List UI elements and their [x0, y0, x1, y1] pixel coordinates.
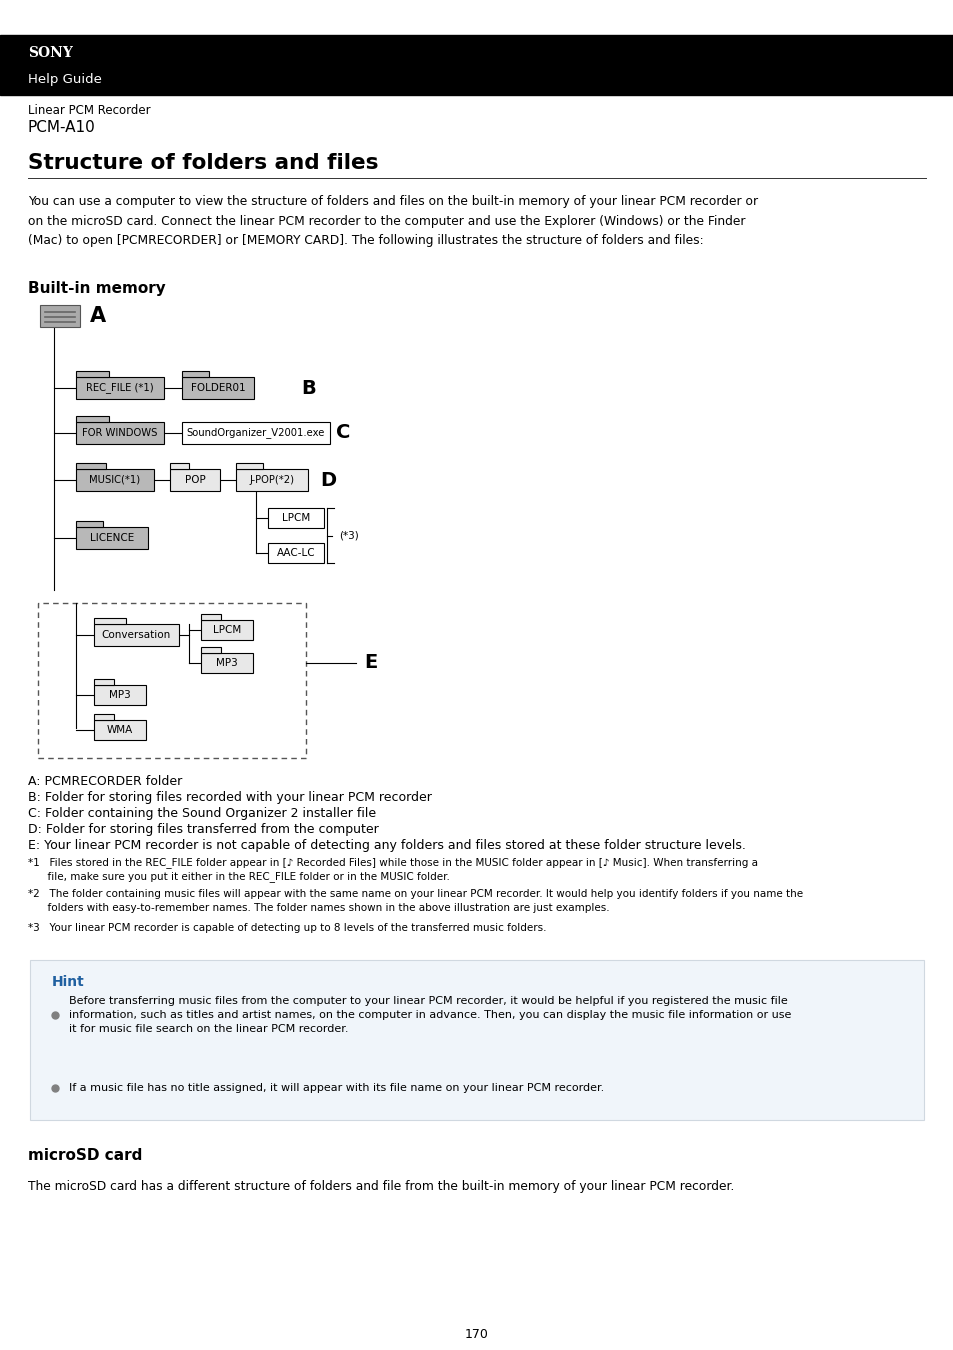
- Bar: [201, 647, 220, 653]
- Bar: [76, 468, 153, 491]
- Text: You can use a computer to view the structure of folders and files on the built-i: You can use a computer to view the struc…: [28, 194, 758, 247]
- Text: J-POP(*2): J-POP(*2): [250, 475, 294, 485]
- Text: A: A: [90, 306, 106, 325]
- Bar: [94, 714, 113, 720]
- Text: WMA: WMA: [107, 725, 133, 734]
- Text: B: B: [301, 378, 316, 397]
- Text: LPCM: LPCM: [213, 625, 241, 634]
- Text: Before transferring music files from the computer to your linear PCM recorder, i: Before transferring music files from the…: [69, 995, 791, 1034]
- Text: (*3): (*3): [338, 531, 358, 540]
- Text: If a music file has no title assigned, it will appear with its file name on your: If a music file has no title assigned, i…: [69, 1083, 603, 1094]
- Text: Help Guide: Help Guide: [28, 73, 102, 85]
- Text: LICENCE: LICENCE: [90, 533, 134, 543]
- Text: SONY: SONY: [28, 46, 72, 59]
- Bar: [94, 618, 126, 624]
- Text: AAC-LC: AAC-LC: [276, 548, 315, 558]
- Bar: [38, 603, 306, 757]
- Text: D: Folder for storing files transferred from the computer: D: Folder for storing files transferred …: [28, 824, 378, 836]
- Bar: [76, 526, 148, 549]
- Bar: [170, 463, 189, 468]
- Text: B: Folder for storing files recorded with your linear PCM recorder: B: Folder for storing files recorded wit…: [28, 791, 432, 805]
- Text: MP3: MP3: [216, 657, 237, 668]
- Bar: [76, 371, 110, 377]
- Bar: [201, 620, 253, 640]
- Bar: [268, 508, 324, 528]
- Text: 170: 170: [464, 1328, 489, 1342]
- Bar: [0, 35, 953, 95]
- Text: folders with easy-to-remember names. The folder names shown in the above illustr: folders with easy-to-remember names. The…: [28, 903, 609, 913]
- Bar: [94, 684, 146, 705]
- Bar: [94, 624, 179, 647]
- Text: *3   Your linear PCM recorder is capable of detecting up to 8 levels of the tran: *3 Your linear PCM recorder is capable o…: [28, 923, 546, 933]
- Bar: [40, 305, 80, 327]
- Bar: [76, 377, 164, 400]
- Text: LPCM: LPCM: [281, 513, 310, 522]
- Bar: [170, 468, 220, 491]
- Bar: [76, 463, 106, 468]
- Text: Built-in memory: Built-in memory: [28, 281, 166, 296]
- Text: C: C: [335, 424, 350, 443]
- Text: *2   The folder containing music files will appear with the same name on your li: *2 The folder containing music files wil…: [28, 890, 802, 899]
- Text: MP3: MP3: [109, 690, 131, 701]
- Bar: [182, 423, 330, 444]
- Text: C: Folder containing the Sound Organizer 2 installer file: C: Folder containing the Sound Organizer…: [28, 807, 375, 819]
- Text: FOR WINDOWS: FOR WINDOWS: [82, 428, 157, 437]
- Text: REC_FILE (*1): REC_FILE (*1): [86, 382, 153, 393]
- Text: FOLDER01: FOLDER01: [191, 383, 245, 393]
- Text: PCM-A10: PCM-A10: [28, 120, 95, 135]
- Text: Structure of folders and files: Structure of folders and files: [28, 153, 378, 173]
- Text: A: PCMRECORDER folder: A: PCMRECORDER folder: [28, 775, 182, 788]
- Text: The microSD card has a different structure of folders and file from the built-in: The microSD card has a different structu…: [28, 1180, 734, 1193]
- Bar: [201, 653, 253, 674]
- Text: E: Your linear PCM recorder is not capable of detecting any folders and files st: E: Your linear PCM recorder is not capab…: [28, 838, 745, 852]
- Bar: [94, 679, 113, 684]
- Bar: [94, 720, 146, 740]
- Text: E: E: [364, 653, 376, 672]
- Text: *1   Files stored in the REC_FILE folder appear in [♪ Recorded Files] while thos: *1 Files stored in the REC_FILE folder a…: [28, 857, 758, 868]
- Text: SoundOrganizer_V2001.exe: SoundOrganizer_V2001.exe: [187, 428, 325, 439]
- Bar: [182, 371, 209, 377]
- Text: Linear PCM Recorder: Linear PCM Recorder: [28, 104, 151, 116]
- Bar: [76, 416, 110, 423]
- Text: MUSIC(*1): MUSIC(*1): [90, 475, 140, 485]
- Bar: [235, 468, 308, 491]
- Text: Conversation: Conversation: [102, 630, 171, 640]
- Bar: [182, 377, 253, 400]
- Bar: [268, 543, 324, 563]
- Bar: [76, 423, 164, 444]
- Text: microSD card: microSD card: [28, 1148, 142, 1162]
- Bar: [30, 960, 923, 1120]
- Bar: [201, 614, 220, 620]
- Bar: [235, 463, 263, 468]
- Text: file, make sure you put it either in the REC_FILE folder or in the MUSIC folder.: file, make sure you put it either in the…: [28, 871, 450, 882]
- Text: POP: POP: [185, 475, 205, 485]
- Text: D: D: [319, 471, 335, 490]
- Bar: [76, 521, 103, 526]
- Text: Hint: Hint: [52, 975, 85, 990]
